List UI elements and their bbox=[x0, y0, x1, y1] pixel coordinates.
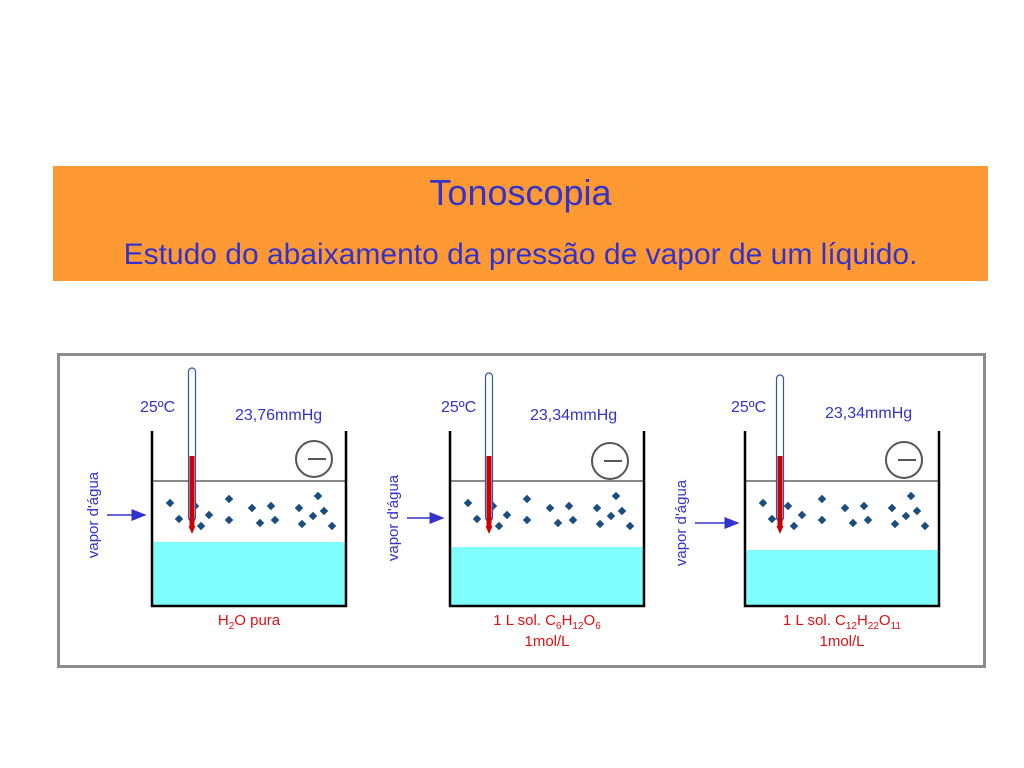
water-molecule bbox=[196, 521, 206, 531]
thermometer-mercury bbox=[486, 456, 492, 528]
caption-text-part: 1 L sol. C bbox=[783, 612, 846, 629]
water-molecule bbox=[611, 491, 621, 501]
title-banner: Tonoscopia Estudo do abaixamento da pres… bbox=[53, 166, 988, 281]
beaker-group-2: 25ºC 23,34mmHg vapor d'água 1 L sol. C6​H12… bbox=[385, 372, 646, 650]
water-molecule bbox=[522, 515, 532, 525]
thermometer-bulb bbox=[188, 526, 196, 534]
water-molecule bbox=[789, 521, 799, 531]
caption-text-part: O bbox=[584, 612, 596, 629]
concentration-caption: 1mol/L bbox=[524, 633, 569, 650]
water-molecule bbox=[625, 521, 635, 531]
water-molecule bbox=[564, 501, 574, 511]
beaker-outline bbox=[150, 431, 348, 608]
caption-text-part: H bbox=[218, 612, 229, 629]
water-molecule bbox=[887, 503, 897, 513]
water-molecule bbox=[545, 503, 555, 513]
solution-caption: H2​O pura bbox=[218, 612, 281, 632]
water-molecule bbox=[224, 494, 234, 504]
water-molecule bbox=[797, 510, 807, 520]
water-molecule bbox=[906, 491, 916, 501]
water-molecule bbox=[890, 519, 900, 529]
slide-subtitle: Estudo do abaixamento da pressão de vapo… bbox=[123, 238, 918, 271]
slide-title: Tonoscopia bbox=[429, 172, 612, 213]
caption-subscript: 11 bbox=[891, 621, 902, 632]
water-molecule bbox=[848, 518, 858, 528]
beakers-diagram: 25ºC 23,76mmHg vapor d'água H2​O pura 25ºC 23… bbox=[85, 367, 941, 650]
water-molecule bbox=[266, 501, 276, 511]
vapor-label: vapor d'água bbox=[673, 479, 690, 566]
temperature-label: 25ºC bbox=[441, 399, 476, 416]
beaker-group-1: 25ºC 23,76mmHg vapor d'água H2​O pura bbox=[85, 367, 348, 632]
vapor-label: vapor d'água bbox=[385, 474, 402, 561]
water-molecule bbox=[294, 503, 304, 513]
water-molecule bbox=[319, 506, 329, 516]
water-molecule bbox=[224, 515, 234, 525]
caption-text-part: H bbox=[562, 612, 573, 629]
water-molecule bbox=[472, 514, 482, 524]
water-molecule bbox=[255, 518, 265, 528]
water-molecule bbox=[568, 515, 578, 525]
beaker-outline bbox=[448, 431, 646, 608]
solution-caption: 1 L sol. C6​H12​O6​ bbox=[493, 612, 601, 632]
caption-subscript: 6 bbox=[556, 621, 562, 632]
water-molecule bbox=[522, 494, 532, 504]
water-molecule bbox=[313, 491, 323, 501]
caption-subscript: 2 bbox=[229, 621, 235, 632]
water-molecule bbox=[817, 515, 827, 525]
solution-caption: 1 L sol. C12​H22​O11​ bbox=[783, 612, 901, 632]
water-molecule bbox=[817, 494, 827, 504]
caption-subscript: 22 bbox=[868, 621, 880, 632]
water-molecule bbox=[901, 511, 911, 521]
temperature-label: 25ºC bbox=[731, 399, 766, 416]
caption-subscript: 12 bbox=[572, 621, 584, 632]
tonoscopy-figure: 25ºC 23,76mmHg vapor d'água H2​O pura 25ºC 23… bbox=[57, 353, 986, 668]
water-molecule bbox=[783, 501, 793, 511]
water-molecule bbox=[297, 519, 307, 529]
water-molecule bbox=[174, 514, 184, 524]
water-molecule bbox=[912, 506, 922, 516]
water-molecule bbox=[247, 503, 257, 513]
water-molecule bbox=[767, 514, 777, 524]
thermometer-bulb bbox=[485, 526, 493, 534]
temperature-label: 25ºC bbox=[140, 399, 175, 416]
water-molecule bbox=[617, 506, 627, 516]
thermometer-mercury bbox=[189, 456, 195, 528]
concentration-caption: 1mol/L bbox=[819, 633, 864, 650]
liquid bbox=[152, 542, 346, 606]
water-molecule bbox=[165, 498, 175, 508]
liquid bbox=[450, 547, 644, 606]
liquid bbox=[745, 550, 939, 606]
caption-text-part: H bbox=[857, 612, 868, 629]
water-molecule bbox=[758, 498, 768, 508]
caption-text-part: O bbox=[879, 612, 891, 629]
water-molecule bbox=[308, 511, 318, 521]
caption-text-part: O pura bbox=[234, 612, 281, 629]
water-molecule bbox=[327, 521, 337, 531]
water-molecule bbox=[592, 503, 602, 513]
beaker-outline bbox=[743, 431, 941, 608]
water-molecule bbox=[270, 515, 280, 525]
water-molecule bbox=[595, 519, 605, 529]
vapor-pressure-label: 23,34mmHg bbox=[825, 405, 912, 422]
water-molecule bbox=[502, 510, 512, 520]
water-molecule bbox=[863, 515, 873, 525]
caption-subscript: 12 bbox=[846, 621, 858, 632]
water-molecule bbox=[606, 511, 616, 521]
caption-text-part: 1 L sol. C bbox=[493, 612, 556, 629]
water-molecule bbox=[463, 498, 473, 508]
thermometer-bulb bbox=[776, 526, 784, 534]
water-molecule bbox=[204, 510, 214, 520]
thermometer-mercury bbox=[777, 456, 783, 528]
water-molecule bbox=[553, 518, 563, 528]
water-molecule bbox=[859, 501, 869, 511]
water-molecule bbox=[494, 521, 504, 531]
water-molecule bbox=[840, 503, 850, 513]
vapor-pressure-label: 23,76mmHg bbox=[235, 407, 322, 424]
water-molecule bbox=[920, 521, 930, 531]
vapor-pressure-label: 23,34mmHg bbox=[530, 407, 617, 424]
vapor-label: vapor d'água bbox=[85, 471, 102, 558]
caption-subscript: 6 bbox=[595, 621, 601, 632]
beaker-group-3: 25ºC 23,34mmHg vapor d'água 1 L sol. C12​H2… bbox=[673, 374, 941, 650]
